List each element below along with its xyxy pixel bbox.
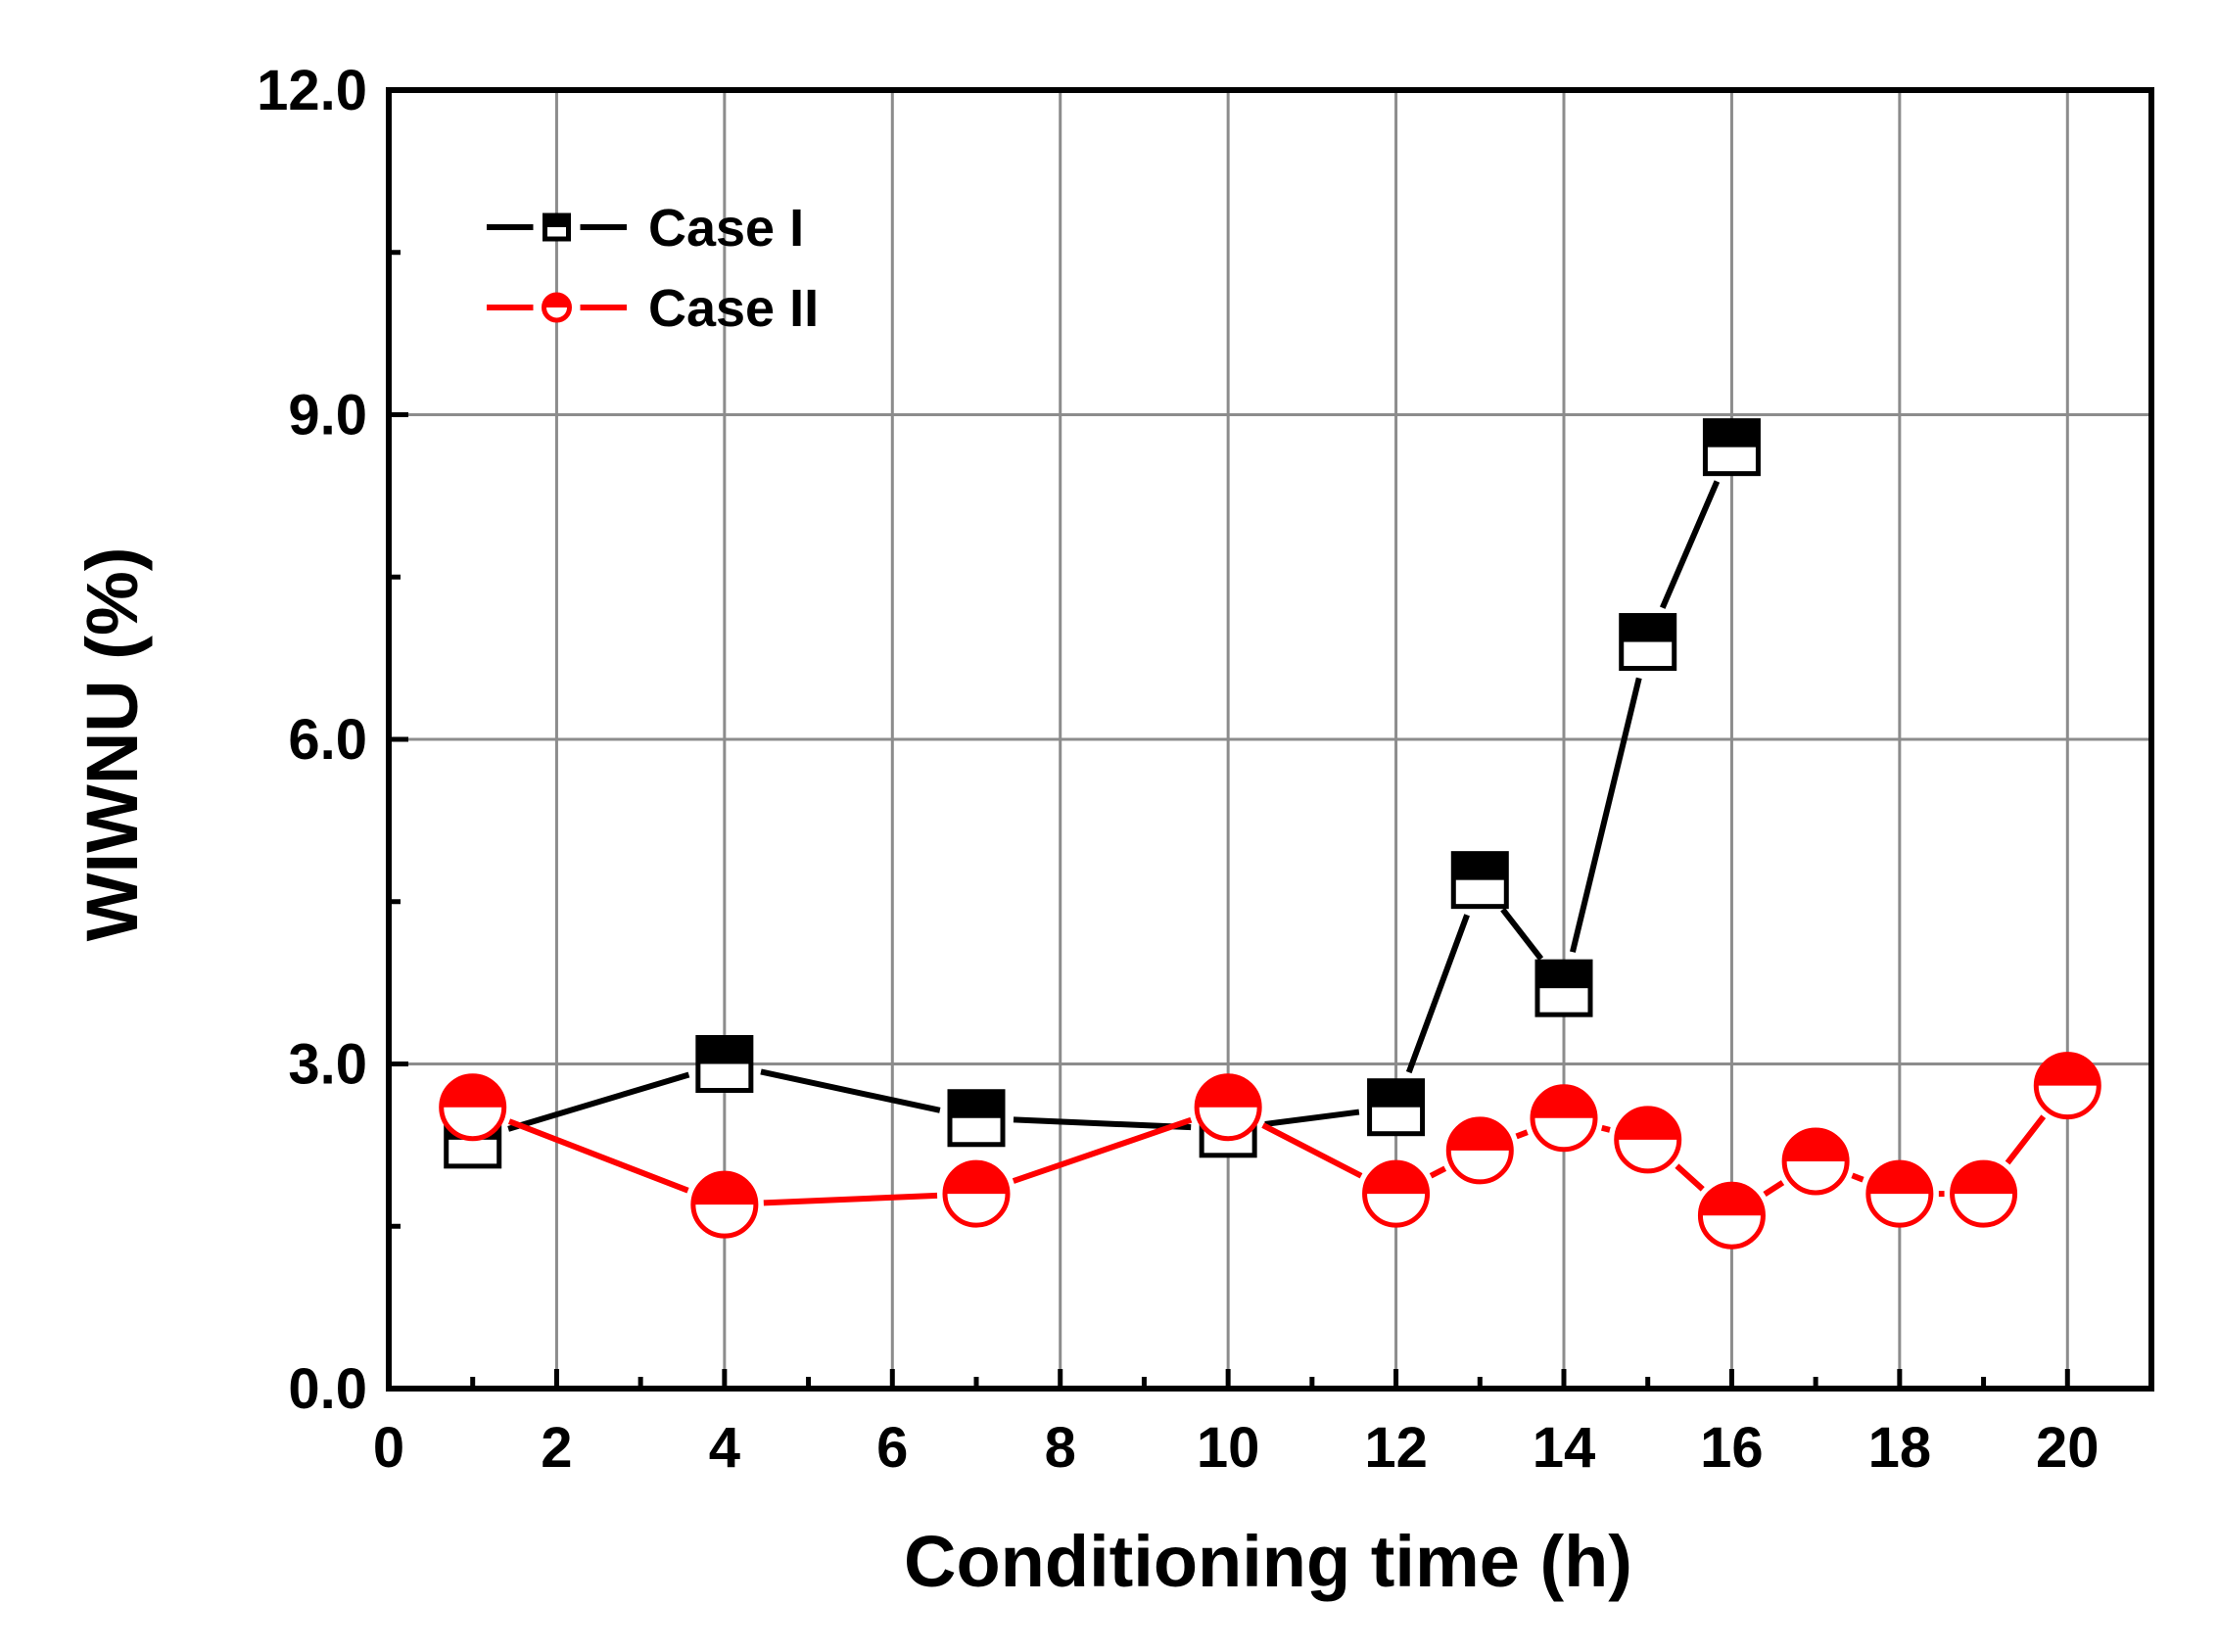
series-2-point [1445, 1116, 1514, 1185]
series-2-segment [1012, 1116, 1193, 1184]
x-tick-label: 8 [1045, 1416, 1076, 1480]
series-2-point [1697, 1181, 1766, 1250]
legend-marker [543, 212, 571, 242]
series-2-segment [763, 1192, 938, 1206]
series-2-segment [1600, 1124, 1611, 1133]
x-tick-label: 14 [1533, 1416, 1596, 1480]
series-2-point [1865, 1159, 1934, 1228]
series-2-segment [1851, 1172, 1864, 1183]
x-tick-label: 4 [709, 1416, 740, 1480]
axis-ticks [386, 87, 2154, 1392]
series-2-segment [2005, 1114, 2047, 1165]
series-1-point [1367, 1078, 1426, 1137]
series-2-segment [1515, 1129, 1529, 1140]
series-1-segment [1659, 480, 1721, 609]
series-1-segment [1013, 1116, 1192, 1131]
series-markers [439, 418, 2101, 1250]
series-1-segment [1264, 1109, 1360, 1127]
series-1-segment [1570, 677, 1642, 953]
series-2-point [690, 1170, 759, 1239]
series-2-segment [1261, 1122, 1363, 1179]
series-lines [507, 480, 2047, 1206]
legend: Case I Case II [487, 199, 819, 338]
x-tick-label: 12 [1364, 1416, 1428, 1480]
legend-item: Case II [487, 279, 819, 338]
legend-label: Case II [648, 279, 819, 338]
series-2-segment [1763, 1180, 1785, 1198]
series-2-point [1950, 1159, 2018, 1228]
x-tick-label: 0 [373, 1416, 404, 1480]
grid [389, 90, 2151, 1389]
series-1-segment [1500, 907, 1544, 961]
x-tick-label: 10 [1197, 1416, 1260, 1480]
y-tick-label: 9.0 [288, 384, 367, 448]
series-2-point [2033, 1052, 2101, 1120]
x-tick-label: 2 [541, 1416, 572, 1480]
series-2-segment [1675, 1163, 1705, 1192]
y-axis-title: WIWNU (%) [71, 547, 153, 942]
y-tick-label: 3.0 [288, 1033, 367, 1097]
series-2-point [1781, 1127, 1850, 1196]
series-1-point [1450, 851, 1509, 910]
series-2-point [1362, 1159, 1431, 1228]
x-axis-title: Conditioning time (h) [904, 1521, 1632, 1602]
x-tick-label: 6 [876, 1416, 908, 1480]
y-tick-labels: 0.0 3.0 6.0 9.0 12.0 [257, 59, 367, 1421]
series-2-point [1194, 1073, 1262, 1142]
x-tick-labels: 0 2 4 6 8 10 12 14 16 18 20 [373, 1416, 2100, 1480]
y-tick-label: 12.0 [257, 59, 367, 122]
series-2-segment [507, 1118, 689, 1194]
series-1-point [1619, 613, 1677, 672]
x-tick-label: 20 [2036, 1416, 2100, 1480]
series-2-segment [1429, 1165, 1447, 1179]
x-tick-label: 16 [1700, 1416, 1764, 1480]
series-2-point [1614, 1106, 1682, 1174]
series-1-point [695, 1035, 754, 1093]
series-1-segment [760, 1068, 941, 1113]
x-tick-label: 18 [1868, 1416, 1932, 1480]
series-2-point [942, 1159, 1011, 1228]
legend-label: Case I [648, 199, 804, 258]
series-1-segment [507, 1071, 690, 1132]
series-1-point [1534, 959, 1593, 1017]
series-1-point [947, 1089, 1006, 1148]
y-tick-label: 6.0 [288, 708, 367, 772]
series-1-point [1702, 418, 1761, 477]
legend-item: Case I [487, 199, 804, 258]
legend-marker [542, 292, 572, 323]
series-2-point [1530, 1084, 1598, 1153]
y-tick-label: 0.0 [288, 1357, 367, 1421]
series-1-segment [1405, 914, 1470, 1074]
series-2-point [439, 1073, 507, 1142]
